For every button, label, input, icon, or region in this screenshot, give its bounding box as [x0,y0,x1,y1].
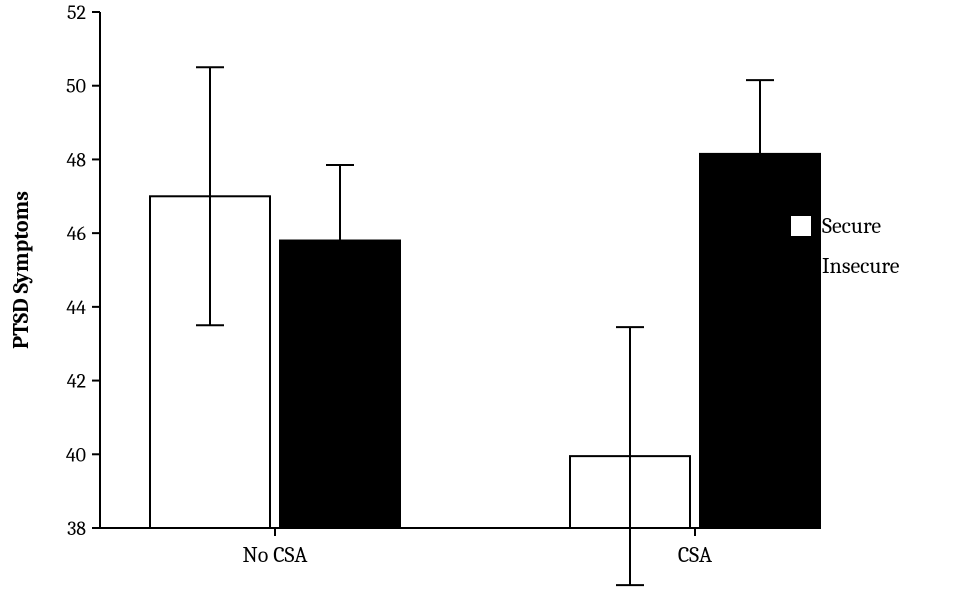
legend-label-insecure: Insecure [822,253,900,279]
legend-label-secure: Secure [822,213,881,239]
y-tick-label: 46 [67,222,86,245]
x-category-label-no-csa: No CSA [243,542,309,568]
y-tick-label: 44 [66,296,86,319]
chart-svg: 38 40 42 44 46 48 50 52 PTSD Symptoms No CSA CSA Se… [0,0,975,590]
y-tick-label: 38 [67,517,86,540]
y-tick-label: 42 [67,370,86,393]
y-tick-label: 52 [67,1,86,24]
legend-swatch-insecure [790,255,812,277]
y-tick-label: 48 [66,148,86,171]
legend-swatch-secure [790,215,812,237]
ptsd-bar-chart: 38 40 42 44 46 48 50 52 PTSD Symptoms No CSA CSA Se… [0,0,975,590]
y-axis-label: PTSD Symptoms [8,191,34,349]
y-tick-label: 40 [66,443,86,466]
x-category-label-csa: CSA [678,542,713,568]
y-tick-label: 50 [66,75,86,98]
